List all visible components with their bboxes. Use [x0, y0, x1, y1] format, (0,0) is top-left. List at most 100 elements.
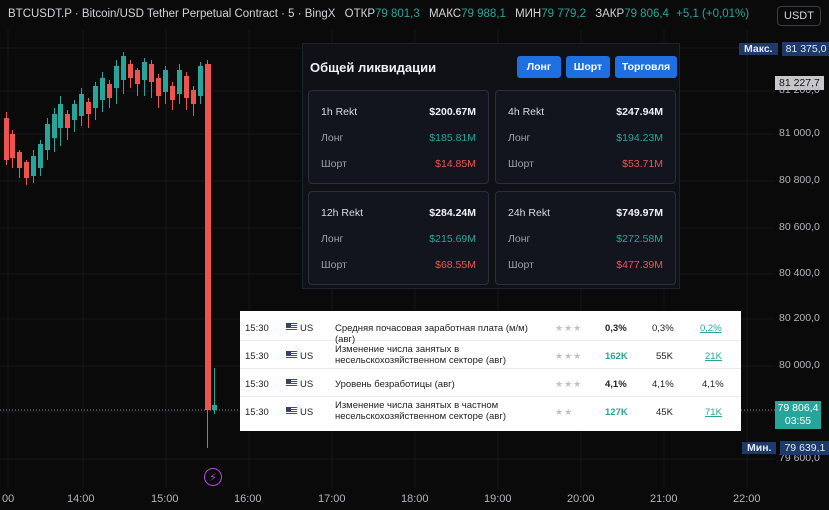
current-price-tag: 79 806,4 03:55 [775, 401, 821, 429]
change-value: +5,1 (+0,01%) [676, 8, 750, 20]
event-country: US [300, 407, 314, 418]
calendar-row[interactable]: 15:30 US Уровень безработицы (авг) ★★★ 4… [240, 369, 741, 397]
short-label: Шорт [508, 158, 534, 170]
bar-countdown: 03:55 [784, 415, 812, 427]
lightning-icon[interactable]: ⚡ [204, 468, 222, 486]
actual-value: 127K [605, 407, 628, 418]
event-country: US [300, 379, 314, 390]
liq-card-4h: 4h Rekt $247.94M Лонг $194.23M Шорт $53.71M [495, 90, 676, 184]
liquidations-panel: Общей ликвидации Лонг Шорт Торговля 1h R… [302, 43, 680, 289]
candle-body [135, 70, 140, 84]
max-label: Макс. [739, 43, 778, 55]
time-tick: 00 [2, 493, 15, 505]
time-tick: 18:00 [401, 493, 429, 505]
max-value: 81 375,0 [781, 42, 829, 56]
min-value: 79 639,1 [780, 441, 829, 455]
high-label: МАКС [428, 8, 462, 20]
min-label: Мин. [742, 442, 777, 454]
open-label: ОТКР [344, 8, 375, 20]
short-value: $477.39M [616, 259, 663, 271]
candle-body [114, 66, 119, 88]
open-value: 79 801,3 [375, 8, 420, 20]
candle-body [142, 62, 147, 80]
time-tick: 17:00 [318, 493, 346, 505]
short-value: $68.55M [435, 259, 476, 271]
candle-body [17, 152, 22, 168]
price-tick: 80 000,0 [779, 359, 820, 371]
long-label: Лонг [321, 132, 344, 144]
max-price-tag: Макс. 81 375,0 [739, 42, 829, 56]
importance-stars: ★★ [555, 407, 574, 417]
close-value: 79 806,4 [624, 8, 669, 20]
candle-body [4, 118, 9, 160]
candle-body [170, 86, 175, 100]
candle-body [86, 102, 91, 114]
forecast-value: 45K [656, 407, 673, 418]
candle-body [107, 84, 112, 98]
us-flag-icon [286, 323, 297, 330]
price-tick: 80 400,0 [779, 267, 820, 279]
candle-body [72, 104, 77, 120]
economic-calendar: 15:30 US Средняя почасовая заработная пл… [240, 311, 741, 431]
long-label: Лонг [321, 233, 344, 245]
liq-card-12h: 12h Rekt $284.24M Лонг $215.69M Шорт $68.55… [308, 191, 489, 285]
candle-body [100, 78, 105, 100]
time-tick: 22:00 [733, 493, 761, 505]
candle-body [205, 64, 211, 410]
candle-body [191, 90, 196, 104]
total-value: $284.24M [429, 207, 476, 219]
price-tick: 80 800,0 [779, 174, 820, 186]
event-time: 15:30 [245, 323, 269, 334]
short-label: Шорт [508, 259, 534, 271]
actual-value: 0,3% [605, 323, 627, 334]
long-value: $194.23M [616, 132, 663, 144]
short-label: Шорт [321, 259, 347, 271]
long-value: $272.58M [616, 233, 663, 245]
calendar-row[interactable]: 15:30 US Изменение числа занятых в несел… [240, 341, 741, 369]
period-label: 4h Rekt [508, 106, 545, 118]
high-value: 79 988,1 [461, 8, 506, 20]
candle-body [177, 70, 182, 94]
event-name: Средняя почасовая заработная плата (м/м)… [335, 323, 528, 345]
previous-value: 71K [705, 407, 722, 418]
liquidations-title: Общей ликвидации [310, 60, 437, 75]
event-time: 15:30 [245, 351, 269, 362]
current-price: 79 806,4 [777, 402, 819, 414]
total-value: $247.94M [616, 106, 663, 118]
total-value: $200.67M [429, 106, 476, 118]
event-country: US [300, 351, 314, 362]
total-value: $749.97M [616, 207, 663, 219]
liq-card-1h: 1h Rekt $200.67M Лонг $185.81M Шорт $14.85M [308, 90, 489, 184]
event-name: Изменение числа занятых в частном несель… [335, 400, 506, 422]
us-flag-icon [286, 407, 297, 414]
importance-stars: ★★★ [555, 351, 583, 361]
event-country: US [300, 323, 314, 334]
symbol-title: BTCUSDT.P · Bitcoin/USD Tether Perpetual… [8, 8, 336, 20]
long-button[interactable]: Лонг [517, 56, 561, 78]
short-value: $53.71M [622, 158, 663, 170]
time-tick: 20:00 [567, 493, 595, 505]
calendar-row[interactable]: 15:30 US Средняя почасовая заработная пл… [240, 313, 741, 345]
candle-body [45, 124, 50, 150]
candle-body [128, 64, 133, 78]
short-value: $14.85M [435, 158, 476, 170]
currency-button[interactable]: USDT [777, 6, 821, 26]
actual-value: 162K [605, 351, 628, 362]
price-tick: 81 200,0 [779, 84, 820, 96]
previous-value: 4,1% [702, 379, 724, 390]
candle-body [212, 405, 217, 410]
price-tick: 79 600,0 [779, 452, 820, 464]
forecast-value: 0,3% [652, 323, 674, 334]
event-time: 15:30 [245, 379, 269, 390]
calendar-row[interactable]: 15:30 US Изменение числа занятых в частн… [240, 397, 741, 425]
previous-value: 21K [705, 351, 722, 362]
short-button[interactable]: Шорт [566, 56, 610, 78]
candle-body [184, 76, 189, 98]
short-label: Шорт [321, 158, 347, 170]
candle-body [149, 64, 154, 82]
candle-body [121, 56, 126, 80]
liq-card-24h: 24h Rekt $749.97M Лонг $272.58M Шорт $477.3… [495, 191, 676, 285]
forecast-value: 55K [656, 351, 673, 362]
trade-button[interactable]: Торговля [615, 56, 677, 78]
actual-value: 4,1% [605, 379, 627, 390]
